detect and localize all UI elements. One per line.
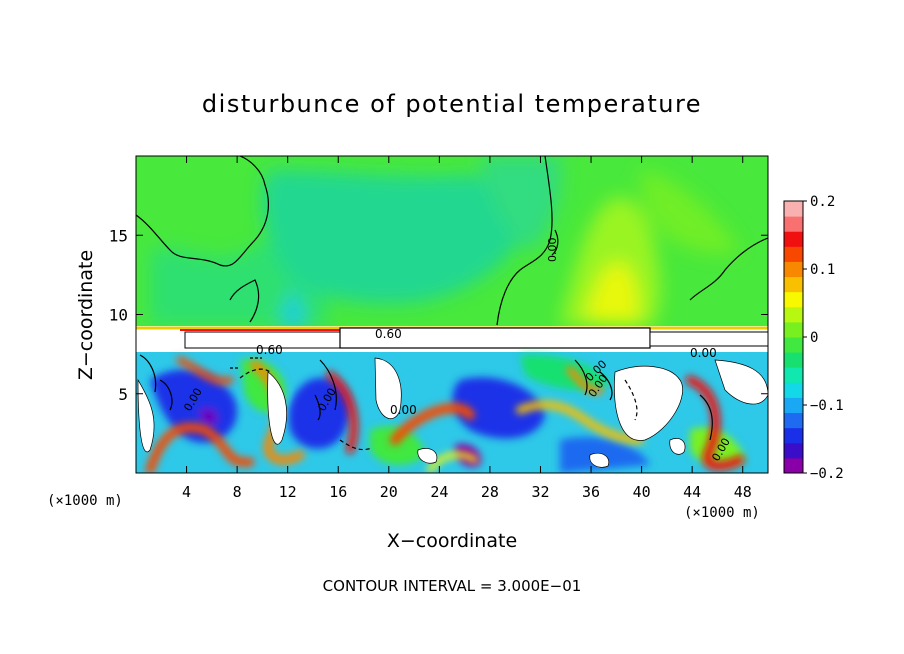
colorbar-swatch xyxy=(784,261,803,278)
colorbar-swatch xyxy=(784,382,803,398)
x-tick-label: 8 xyxy=(233,483,242,501)
x-tick-label: 20 xyxy=(380,483,398,501)
y-unit-label: (×1000 m) xyxy=(47,493,123,509)
colorbar-swatch xyxy=(784,442,803,459)
colorbar-ticks: 0.2 0.1 0 −0.1 −0.2 xyxy=(803,194,844,482)
x-tick-label: 24 xyxy=(430,483,448,501)
colorbar-swatch xyxy=(784,337,803,353)
cool-region-top xyxy=(480,156,562,250)
y-axis-ticks: 5 10 15 xyxy=(109,226,768,404)
colorbar-swatch xyxy=(784,367,803,383)
chart-title: disturbunce of potential temperature xyxy=(202,90,702,118)
colorbar-swatch xyxy=(784,306,803,323)
x-tick-label: 36 xyxy=(582,483,600,501)
x-tick-label: 40 xyxy=(633,483,651,501)
colorbar-swatch xyxy=(784,321,803,338)
x-unit-label: (×1000 m) xyxy=(684,505,760,521)
colorbar-swatch xyxy=(784,352,803,368)
colorbar-swatch xyxy=(784,276,803,293)
colorbar-swatch xyxy=(784,231,803,247)
colorbar-swatch xyxy=(784,397,803,414)
contour-label: 0.60 xyxy=(256,343,283,357)
x-axis-title: X−coordinate xyxy=(387,530,517,552)
green-swirl-2 xyxy=(370,426,425,466)
blue-swirl-4 xyxy=(560,436,650,473)
y-tick-label: 10 xyxy=(109,306,128,325)
colorbar-tick-label: −0.1 xyxy=(810,398,844,414)
contour-lines xyxy=(136,156,768,451)
lower-layer-field xyxy=(136,352,768,473)
colorbar-tick-label: −0.2 xyxy=(810,466,844,482)
y-axis-title: Z−coordinate xyxy=(75,250,97,380)
contour-label: 0.00 xyxy=(690,346,717,360)
x-tick-label: 28 xyxy=(481,483,499,501)
colorbar-tick-label: 0.1 xyxy=(810,262,835,278)
blue-swirl-1 xyxy=(150,369,237,443)
contour-label: 0.00 xyxy=(546,238,559,263)
contour-label: 0.00 xyxy=(390,403,417,417)
x-tick-label: 32 xyxy=(531,483,549,501)
x-tick-label: 48 xyxy=(734,483,752,501)
purple-core-2 xyxy=(199,408,218,426)
colorbar xyxy=(784,201,803,474)
x-tick-label: 16 xyxy=(329,483,347,501)
colorbar-swatch xyxy=(784,412,803,429)
x-tick-label: 4 xyxy=(182,483,191,501)
x-axis-ticks: 4 8 12 16 20 24 28 32 36 40 44 48 xyxy=(182,156,752,501)
upper-layer-field xyxy=(150,156,740,330)
green-swirl-4 xyxy=(520,354,610,391)
colorbar-tick-label: 0.2 xyxy=(810,194,835,210)
cool-region-center xyxy=(261,170,520,304)
colorbar-tick-label: 0 xyxy=(810,330,818,346)
colorbar-swatch xyxy=(784,246,803,262)
colorbar-swatch xyxy=(784,216,803,232)
colorbar-swatch xyxy=(784,457,803,474)
plot-area: 0.60 0.60 0.00 0.00 0.00 0.00 0.00 0.00 … xyxy=(136,156,768,473)
x-tick-label: 12 xyxy=(279,483,297,501)
y-tick-label: 5 xyxy=(118,385,128,404)
blue-swirl-3 xyxy=(452,377,545,439)
warm-swirls xyxy=(145,356,745,473)
colorbar-swatch xyxy=(784,201,803,217)
warm-core-right xyxy=(585,261,639,322)
blue-swirl-2 xyxy=(288,378,351,449)
contour-label: 0.60 xyxy=(375,327,402,341)
cool-plume-12km xyxy=(280,290,306,330)
white-cells xyxy=(137,357,768,468)
y-tick-label: 15 xyxy=(109,226,128,245)
warm-band-right-top xyxy=(640,170,740,255)
colorbar-swatch xyxy=(784,291,803,308)
contour-interval-label: CONTOUR INTERVAL = 3.000E−01 xyxy=(323,577,582,595)
colorbar-swatch xyxy=(784,427,803,444)
x-tick-label: 44 xyxy=(683,483,701,501)
inversion-box-right xyxy=(649,331,768,347)
